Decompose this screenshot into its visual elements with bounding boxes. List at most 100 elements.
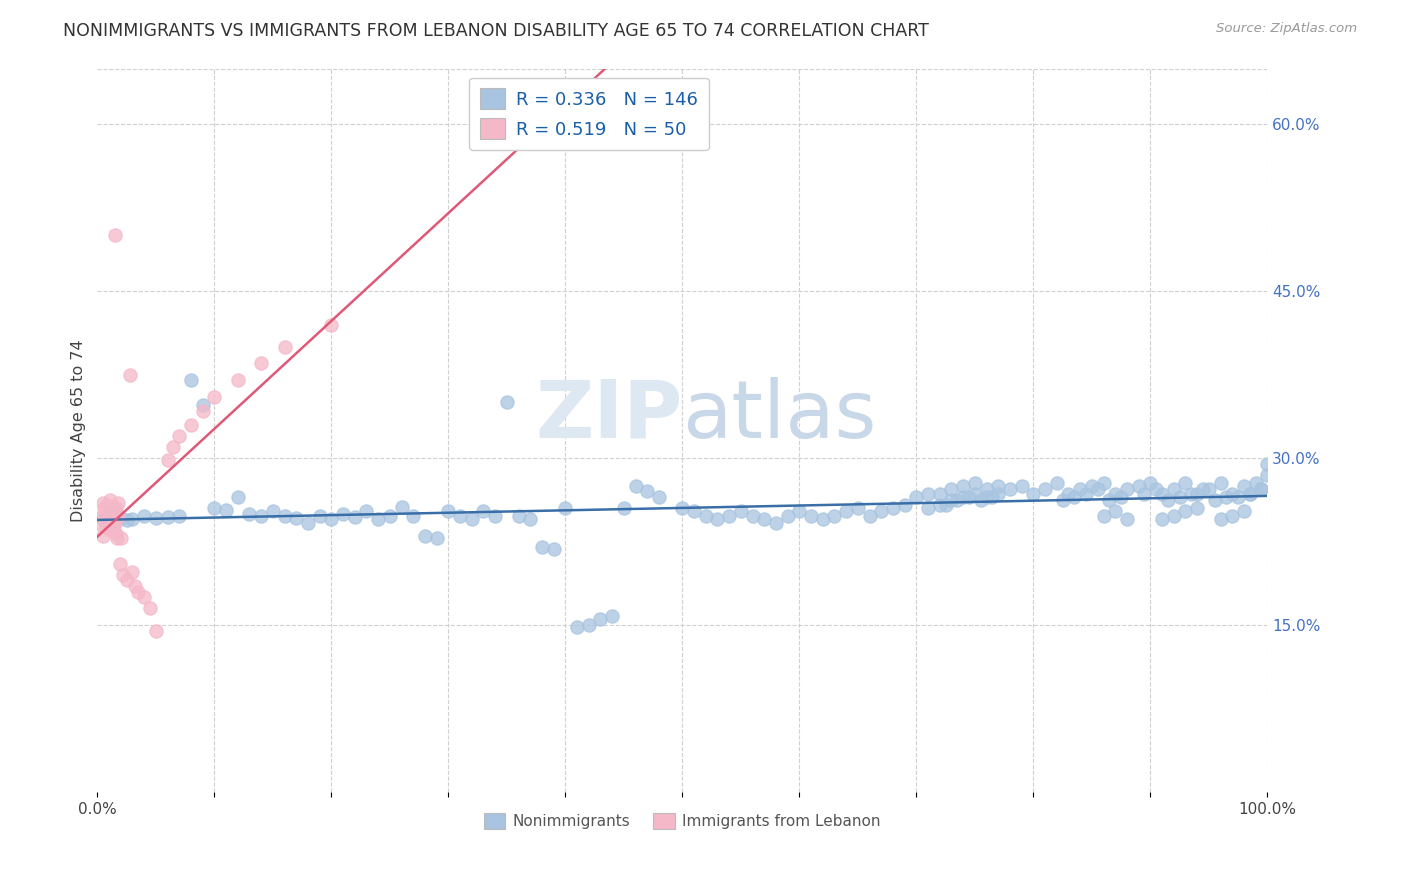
Point [96, 498, 118, 512]
Point [718, 508, 741, 523]
Point [1220, 486, 1243, 500]
Point [1227, 490, 1250, 504]
Point [180, 373, 202, 387]
Point [134, 590, 156, 604]
Point [648, 490, 671, 504]
Point [1256, 467, 1278, 482]
Point [262, 504, 284, 518]
Point [91, 512, 114, 526]
Point [134, 508, 156, 523]
Point [613, 501, 636, 516]
Point [870, 504, 893, 518]
Point [115, 574, 138, 588]
Point [835, 504, 858, 518]
Point [100, 507, 122, 521]
Point [765, 516, 787, 530]
Point [789, 504, 811, 518]
Point [882, 501, 904, 516]
Point [1185, 501, 1208, 516]
Point [250, 356, 273, 370]
Point [976, 490, 998, 504]
Point [858, 508, 880, 523]
Point [202, 390, 225, 404]
Point [321, 512, 343, 526]
Point [1250, 482, 1272, 496]
Point [1150, 486, 1173, 500]
Point [108, 557, 131, 571]
Text: Source: ZipAtlas.com: Source: ZipAtlas.com [1216, 22, 1357, 36]
Point [402, 508, 425, 523]
Point [98, 516, 121, 530]
Point [94, 520, 117, 534]
Point [121, 512, 143, 526]
Point [970, 493, 993, 508]
Text: NONIMMIGRANTS VS IMMIGRANTS FROM LEBANON DISABILITY AGE 65 TO 74 CORRELATION CHA: NONIMMIGRANTS VS IMMIGRANTS FROM LEBANON… [63, 22, 929, 40]
Point [706, 512, 728, 526]
Point [578, 618, 600, 632]
Point [215, 503, 238, 517]
Point [145, 624, 167, 638]
Point [202, 501, 225, 516]
Point [1092, 475, 1115, 490]
Point [1087, 482, 1109, 496]
Y-axis label: Disability Age 65 to 74: Disability Age 65 to 74 [72, 339, 86, 522]
Point [1250, 482, 1272, 496]
Point [120, 368, 142, 382]
Point [115, 513, 138, 527]
Point [91, 529, 114, 543]
Point [1209, 512, 1232, 526]
Point [101, 501, 124, 516]
Point [93, 512, 115, 526]
Point [928, 498, 950, 512]
Point [589, 612, 612, 626]
Point [367, 512, 389, 526]
Point [1239, 486, 1261, 500]
Point [273, 508, 295, 523]
Point [1233, 504, 1256, 518]
Point [530, 540, 553, 554]
Legend: Nonimmigrants, Immigrants from Lebanon: Nonimmigrants, Immigrants from Lebanon [478, 806, 887, 835]
Point [110, 511, 132, 525]
Point [941, 493, 963, 508]
Point [107, 508, 129, 523]
Point [1185, 486, 1208, 500]
Point [98, 504, 121, 518]
Point [100, 512, 122, 526]
Point [167, 429, 190, 443]
Point [1239, 486, 1261, 500]
Point [928, 486, 950, 500]
Point [811, 512, 834, 526]
Point [104, 508, 127, 523]
Point [1033, 482, 1056, 496]
Point [297, 516, 319, 530]
Point [905, 490, 928, 504]
Point [105, 526, 128, 541]
Point [105, 501, 128, 516]
Point [1074, 486, 1097, 500]
Point [96, 512, 118, 526]
Point [1092, 508, 1115, 523]
Point [321, 318, 343, 332]
Point [1220, 508, 1243, 523]
Point [437, 504, 460, 518]
Point [1150, 512, 1173, 526]
Point [238, 507, 260, 521]
Point [976, 482, 998, 496]
Point [127, 584, 149, 599]
Point [730, 504, 752, 518]
Point [1256, 457, 1278, 471]
Point [1116, 482, 1139, 496]
Point [139, 601, 162, 615]
Point [554, 501, 576, 516]
Point [93, 501, 115, 516]
Point [1133, 486, 1156, 500]
Point [94, 504, 117, 518]
Point [1011, 479, 1033, 493]
Point [343, 510, 366, 524]
Point [167, 508, 190, 523]
Point [104, 516, 127, 530]
Point [285, 511, 308, 525]
Point [98, 515, 121, 529]
Point [472, 504, 495, 518]
Point [145, 511, 167, 525]
